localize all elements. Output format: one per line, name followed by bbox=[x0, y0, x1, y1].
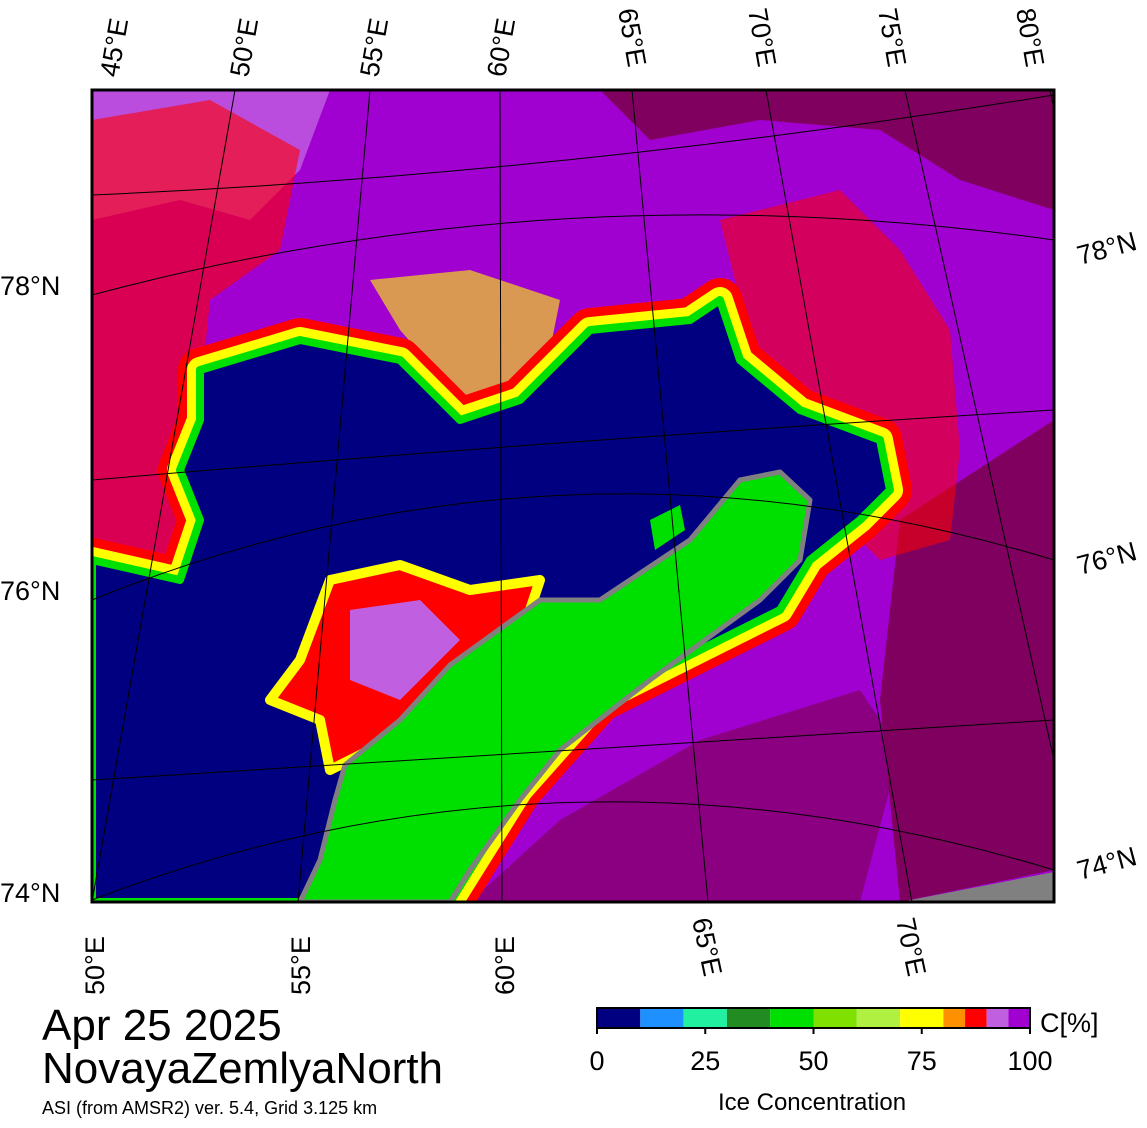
colorbar: 0 25 50 75 100 bbox=[589, 1007, 1053, 1076]
lat-label: 76°N bbox=[0, 576, 60, 606]
colorbar-segment bbox=[683, 1008, 727, 1028]
colorbar-unit: C[%] bbox=[1040, 1008, 1099, 1038]
top-labels: 45°E 50°E 55°E 60°E 65°E 70°E 75°E 80°E bbox=[94, 6, 1049, 79]
colorbar-segment bbox=[986, 1008, 1009, 1028]
subtitle: ASI (from AMSR2) ver. 5.4, Grid 3.125 km bbox=[42, 1098, 377, 1118]
right-labels: 78°N 76°N 74°N bbox=[1074, 226, 1140, 886]
colorbar-segment bbox=[813, 1008, 857, 1028]
lat-label: 74°N bbox=[1074, 841, 1140, 886]
colorbar-segment bbox=[943, 1008, 966, 1028]
lon-label: 70°E bbox=[742, 6, 782, 69]
left-labels: 78°N 76°N 74°N bbox=[0, 271, 60, 908]
colorbar-tick-label: 0 bbox=[589, 1046, 604, 1076]
lat-label: 76°N bbox=[1074, 536, 1140, 581]
colorbar-segment bbox=[597, 1008, 641, 1028]
lon-label: 60°E bbox=[490, 936, 520, 995]
lon-label: 50°E bbox=[80, 936, 110, 995]
colorbar-segment bbox=[1008, 1008, 1030, 1028]
colorbar-segment bbox=[856, 1008, 901, 1028]
colorbar-segment bbox=[640, 1008, 684, 1028]
lat-label: 74°N bbox=[0, 878, 60, 908]
lon-label: 65°E bbox=[612, 6, 652, 69]
colorbar-segment bbox=[965, 1008, 987, 1028]
lon-label: 75°E bbox=[872, 6, 912, 69]
date: Apr 25 2025 bbox=[42, 1001, 282, 1050]
lon-label: 45°E bbox=[94, 16, 134, 79]
colorbar-tick-label: 25 bbox=[690, 1046, 720, 1076]
region: NovayaZemlyaNorth bbox=[42, 1044, 443, 1093]
bottom-labels: 50°E 55°E 60°E 65°E 70°E bbox=[80, 915, 932, 995]
colorbar-tick-label: 75 bbox=[907, 1046, 937, 1076]
colorbar-label: Ice Concentration bbox=[718, 1089, 906, 1116]
lon-label: 50°E bbox=[224, 16, 264, 79]
lon-label: 80°E bbox=[1010, 6, 1050, 69]
lon-label: 60°E bbox=[481, 16, 521, 79]
lon-label: 65°E bbox=[686, 915, 728, 979]
map-area bbox=[92, 90, 1054, 902]
lon-label: 70°E bbox=[890, 915, 932, 979]
lon-label: 55°E bbox=[286, 936, 316, 995]
colorbar-tick-label: 50 bbox=[798, 1046, 828, 1076]
colorbar-segment bbox=[726, 1008, 771, 1028]
colorbar-segment bbox=[900, 1008, 944, 1028]
colorbar-segment bbox=[770, 1008, 814, 1028]
graticule bbox=[92, 90, 1054, 902]
lat-label: 78°N bbox=[1074, 226, 1140, 271]
lon-label: 55°E bbox=[354, 16, 394, 79]
map-frame bbox=[90, 88, 1056, 904]
colorbar-tick-label: 100 bbox=[1007, 1046, 1052, 1076]
lat-label: 78°N bbox=[0, 271, 60, 301]
